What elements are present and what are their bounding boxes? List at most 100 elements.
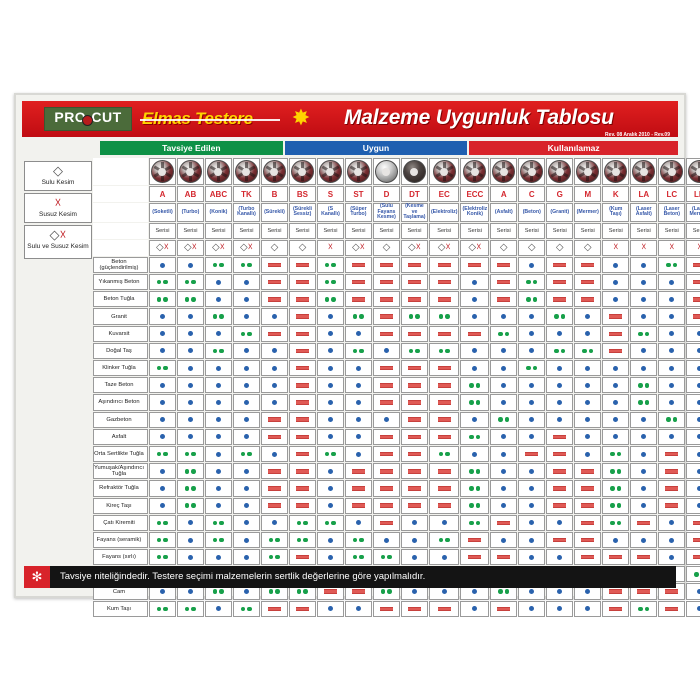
- rating-suitable: [260, 342, 288, 360]
- rating-suitable: [574, 325, 602, 342]
- column-series: Serisi: [148, 222, 176, 239]
- rating-suitable: [176, 360, 204, 377]
- rating-recommended: [658, 411, 686, 428]
- blade-image-cell: [204, 158, 232, 185]
- rating-unusable: [260, 411, 288, 428]
- rating-unusable: [658, 600, 686, 617]
- rating-suitable: [658, 342, 686, 360]
- column-name: (Laser Beton): [658, 203, 686, 222]
- water-and-no-water-icon: ◇☓: [460, 239, 490, 256]
- rating-recommended: [460, 377, 490, 394]
- rating-unusable: [574, 497, 602, 514]
- rating-recommended: [630, 377, 658, 394]
- rating-recommended: [686, 566, 700, 583]
- saw-blade-icon: [604, 160, 628, 183]
- rating-suitable: [260, 394, 288, 411]
- rating-suitable: [316, 480, 344, 497]
- rating-suitable: [260, 360, 288, 377]
- blade-image-cell: [428, 158, 460, 185]
- rating-suitable: [686, 600, 700, 617]
- rating-suitable: [260, 445, 288, 463]
- rating-suitable: [204, 325, 232, 342]
- procut-logo: PRO-CUT: [44, 107, 132, 131]
- rating-recommended: [204, 308, 232, 325]
- rating-unusable: [372, 480, 400, 497]
- rating-unusable: [428, 377, 460, 394]
- no-water-drop-icon: ☓: [54, 195, 62, 210]
- rating-recommended: [460, 394, 490, 411]
- rating-unusable: [546, 480, 574, 497]
- rating-unusable: [400, 428, 428, 445]
- rating-suitable: [344, 600, 372, 617]
- rating-unusable: [400, 480, 428, 497]
- rating-unusable: [574, 514, 602, 531]
- rating-unusable: [428, 360, 460, 377]
- rating-recommended: [288, 514, 316, 531]
- starburst-icon: ✸: [291, 105, 311, 130]
- column-code: ST: [344, 186, 372, 203]
- column-series: Serisi: [400, 222, 428, 239]
- rating-suitable: [518, 342, 546, 360]
- material-label: Yumuşak/Aşındırıcı Tuğla: [93, 463, 148, 480]
- rating-suitable: [400, 549, 428, 566]
- rating-suitable: [344, 377, 372, 394]
- saw-blade-icon: [346, 160, 370, 183]
- column-name: (S Kanallı): [316, 203, 344, 222]
- rating-unusable: [372, 463, 400, 480]
- rating-suitable: [316, 325, 344, 342]
- blade-image-cell: [232, 158, 260, 185]
- no-water-drop-icon: ☓: [686, 239, 700, 256]
- rating-suitable: [176, 549, 204, 566]
- rating-suitable: [518, 480, 546, 497]
- material-label: Çatı Kiremiti: [93, 514, 148, 531]
- rating-recommended: [176, 497, 204, 514]
- rating-unusable: [344, 480, 372, 497]
- rating-suitable: [490, 531, 518, 549]
- rating-unusable: [344, 463, 372, 480]
- rating-suitable: [546, 411, 574, 428]
- rating-suitable: [686, 360, 700, 377]
- column-name: (Soketli): [148, 203, 176, 222]
- rating-recommended: [260, 531, 288, 549]
- rating-suitable: [518, 600, 546, 617]
- rating-suitable: [574, 360, 602, 377]
- column-code: LC: [658, 186, 686, 203]
- rating-suitable: [232, 377, 260, 394]
- column-series: Serisi: [460, 222, 490, 239]
- blade-image-cell: [518, 158, 546, 185]
- rating-suitable: [148, 308, 176, 325]
- rating-suitable: [658, 325, 686, 342]
- water-and-no-water-icon: ◇☓: [176, 239, 204, 256]
- rating-unusable: [428, 600, 460, 617]
- rating-unusable: [288, 394, 316, 411]
- rating-suitable: [602, 531, 630, 549]
- blade-image-cell: [372, 158, 400, 185]
- material-label: Klinker Tuğla: [93, 360, 148, 377]
- rating-recommended: [546, 308, 574, 325]
- rating-recommended: [344, 342, 372, 360]
- material-label: Kum Taşı: [93, 600, 148, 617]
- blade-image-cell: [260, 158, 288, 185]
- saw-blade-icon: [463, 160, 487, 183]
- rating-suitable: [428, 549, 460, 566]
- rating-suitable: [490, 497, 518, 514]
- rating-unusable: [460, 325, 490, 342]
- material-label: Gazbeton: [93, 411, 148, 428]
- column-series: Serisi: [288, 222, 316, 239]
- rating-suitable: [686, 463, 700, 480]
- material-label: Beton Tuğla: [93, 291, 148, 308]
- column-series: Serisi: [176, 222, 204, 239]
- rating-unusable: [288, 600, 316, 617]
- rating-unusable: [602, 342, 630, 360]
- rating-suitable: [630, 497, 658, 514]
- rating-suitable: [490, 463, 518, 480]
- column-series: Serisi: [204, 222, 232, 239]
- material-label: Beton (güçlendirilmiş): [93, 256, 148, 274]
- rating-suitable: [630, 428, 658, 445]
- rating-unusable: [428, 274, 460, 291]
- rating-suitable: [460, 274, 490, 291]
- table-row: Kum Taşı: [93, 600, 700, 617]
- rating-suitable: [176, 308, 204, 325]
- key-wet-label: Sulu Kesim: [41, 179, 75, 186]
- rating-suitable: [546, 394, 574, 411]
